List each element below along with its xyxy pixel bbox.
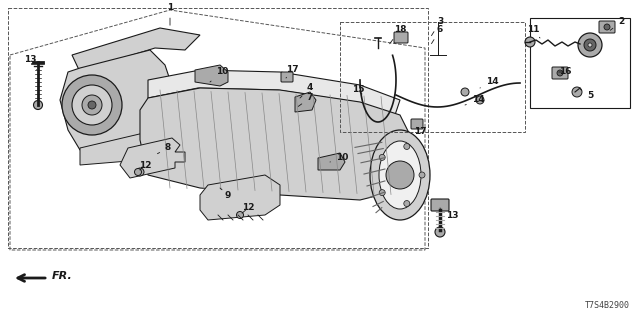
Circle shape [380, 154, 385, 160]
Circle shape [386, 161, 414, 189]
Text: 4: 4 [300, 84, 313, 98]
Text: 8: 8 [157, 143, 171, 154]
Polygon shape [318, 153, 345, 170]
Circle shape [72, 85, 112, 125]
Text: 18: 18 [390, 26, 406, 44]
Text: 2: 2 [610, 18, 624, 30]
Circle shape [136, 168, 144, 176]
Polygon shape [200, 175, 280, 220]
Text: 10: 10 [210, 68, 228, 82]
FancyBboxPatch shape [281, 72, 293, 82]
Polygon shape [72, 28, 200, 72]
Text: 10: 10 [330, 154, 348, 163]
Circle shape [525, 37, 535, 47]
Text: 13: 13 [440, 208, 458, 220]
Circle shape [62, 75, 122, 135]
Bar [530, 18, 630, 108]
Circle shape [404, 201, 410, 206]
Circle shape [588, 43, 592, 47]
Ellipse shape [370, 130, 430, 220]
Circle shape [604, 24, 610, 30]
Circle shape [33, 100, 42, 109]
Circle shape [572, 87, 582, 97]
Text: 11: 11 [527, 26, 540, 38]
FancyBboxPatch shape [599, 21, 615, 33]
Polygon shape [60, 50, 175, 150]
Text: 13: 13 [24, 55, 36, 70]
FancyBboxPatch shape [411, 119, 423, 129]
Text: 17: 17 [413, 127, 426, 137]
Text: 16: 16 [559, 68, 572, 76]
Text: 7: 7 [298, 93, 313, 106]
Circle shape [435, 227, 445, 237]
Text: 6: 6 [431, 26, 443, 44]
Text: 15: 15 [352, 85, 364, 94]
Text: 5: 5 [580, 89, 593, 100]
FancyBboxPatch shape [394, 32, 408, 43]
Text: 1: 1 [167, 4, 173, 25]
Polygon shape [295, 92, 316, 112]
Bar [340, 22, 525, 132]
Polygon shape [80, 128, 178, 165]
Bar [8, 8, 428, 248]
Text: 17: 17 [285, 66, 298, 78]
Circle shape [476, 96, 484, 104]
Circle shape [237, 212, 243, 219]
Polygon shape [140, 88, 415, 200]
Circle shape [578, 33, 602, 57]
Circle shape [380, 190, 385, 196]
Circle shape [88, 101, 96, 109]
Polygon shape [120, 138, 185, 178]
Text: 14: 14 [480, 77, 499, 88]
Text: FR.: FR. [52, 271, 73, 281]
Circle shape [82, 95, 102, 115]
Text: 14: 14 [465, 95, 484, 105]
FancyBboxPatch shape [431, 199, 449, 211]
Text: 12: 12 [139, 161, 151, 170]
Text: 3: 3 [431, 18, 443, 36]
Polygon shape [148, 70, 400, 115]
Text: T7S4B2900: T7S4B2900 [585, 301, 630, 310]
Text: 12: 12 [242, 204, 254, 213]
Circle shape [134, 169, 141, 175]
Circle shape [557, 70, 563, 76]
Circle shape [584, 39, 596, 51]
Ellipse shape [379, 141, 421, 209]
FancyBboxPatch shape [552, 67, 568, 79]
Circle shape [419, 172, 425, 178]
Circle shape [404, 143, 410, 149]
Polygon shape [195, 65, 228, 86]
Circle shape [461, 88, 469, 96]
Text: 9: 9 [220, 188, 231, 199]
